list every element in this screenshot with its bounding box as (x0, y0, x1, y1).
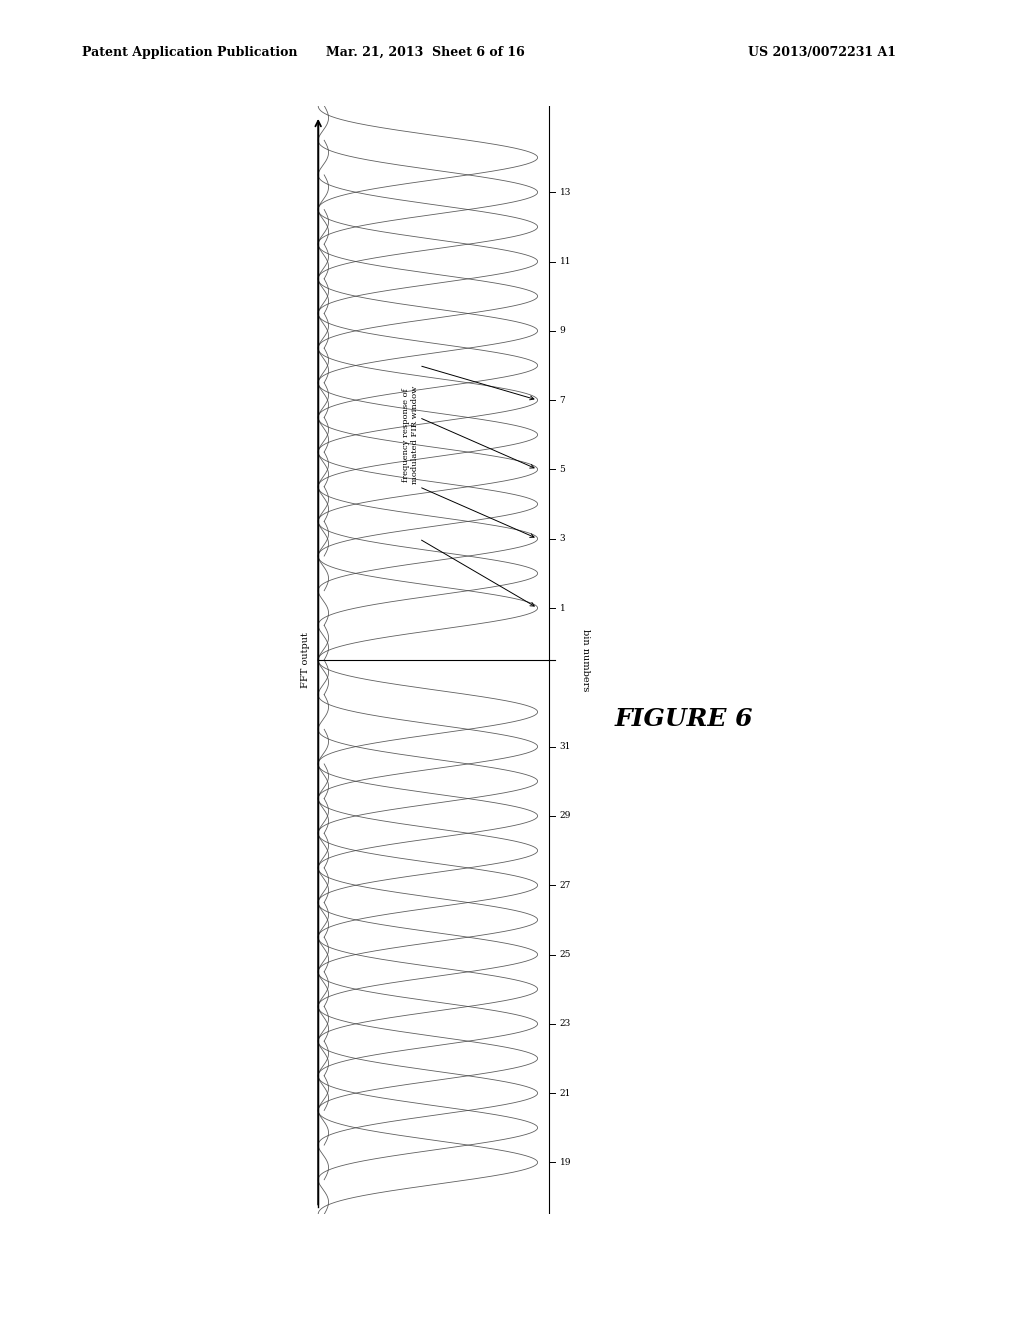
Text: 25: 25 (559, 950, 571, 960)
Text: Mar. 21, 2013  Sheet 6 of 16: Mar. 21, 2013 Sheet 6 of 16 (326, 46, 524, 59)
Text: Patent Application Publication: Patent Application Publication (82, 46, 297, 59)
Text: 13: 13 (559, 187, 571, 197)
Text: 1: 1 (559, 603, 565, 612)
Text: 31: 31 (559, 742, 571, 751)
Text: US 2013/0072231 A1: US 2013/0072231 A1 (748, 46, 896, 59)
Text: 9: 9 (559, 326, 565, 335)
Text: 23: 23 (559, 1019, 570, 1028)
Text: frequency response of
modulated FIR window: frequency response of modulated FIR wind… (401, 385, 419, 484)
Text: 5: 5 (559, 465, 565, 474)
Text: 7: 7 (559, 396, 565, 405)
Text: 21: 21 (559, 1089, 571, 1098)
Text: 3: 3 (559, 535, 565, 544)
Text: bin numbers: bin numbers (582, 628, 591, 692)
Text: 27: 27 (559, 880, 571, 890)
Text: 29: 29 (559, 812, 571, 821)
Text: 19: 19 (559, 1158, 571, 1167)
Text: FIGURE 6: FIGURE 6 (614, 708, 753, 731)
Text: FFT output: FFT output (301, 632, 310, 688)
Text: 11: 11 (559, 257, 571, 267)
